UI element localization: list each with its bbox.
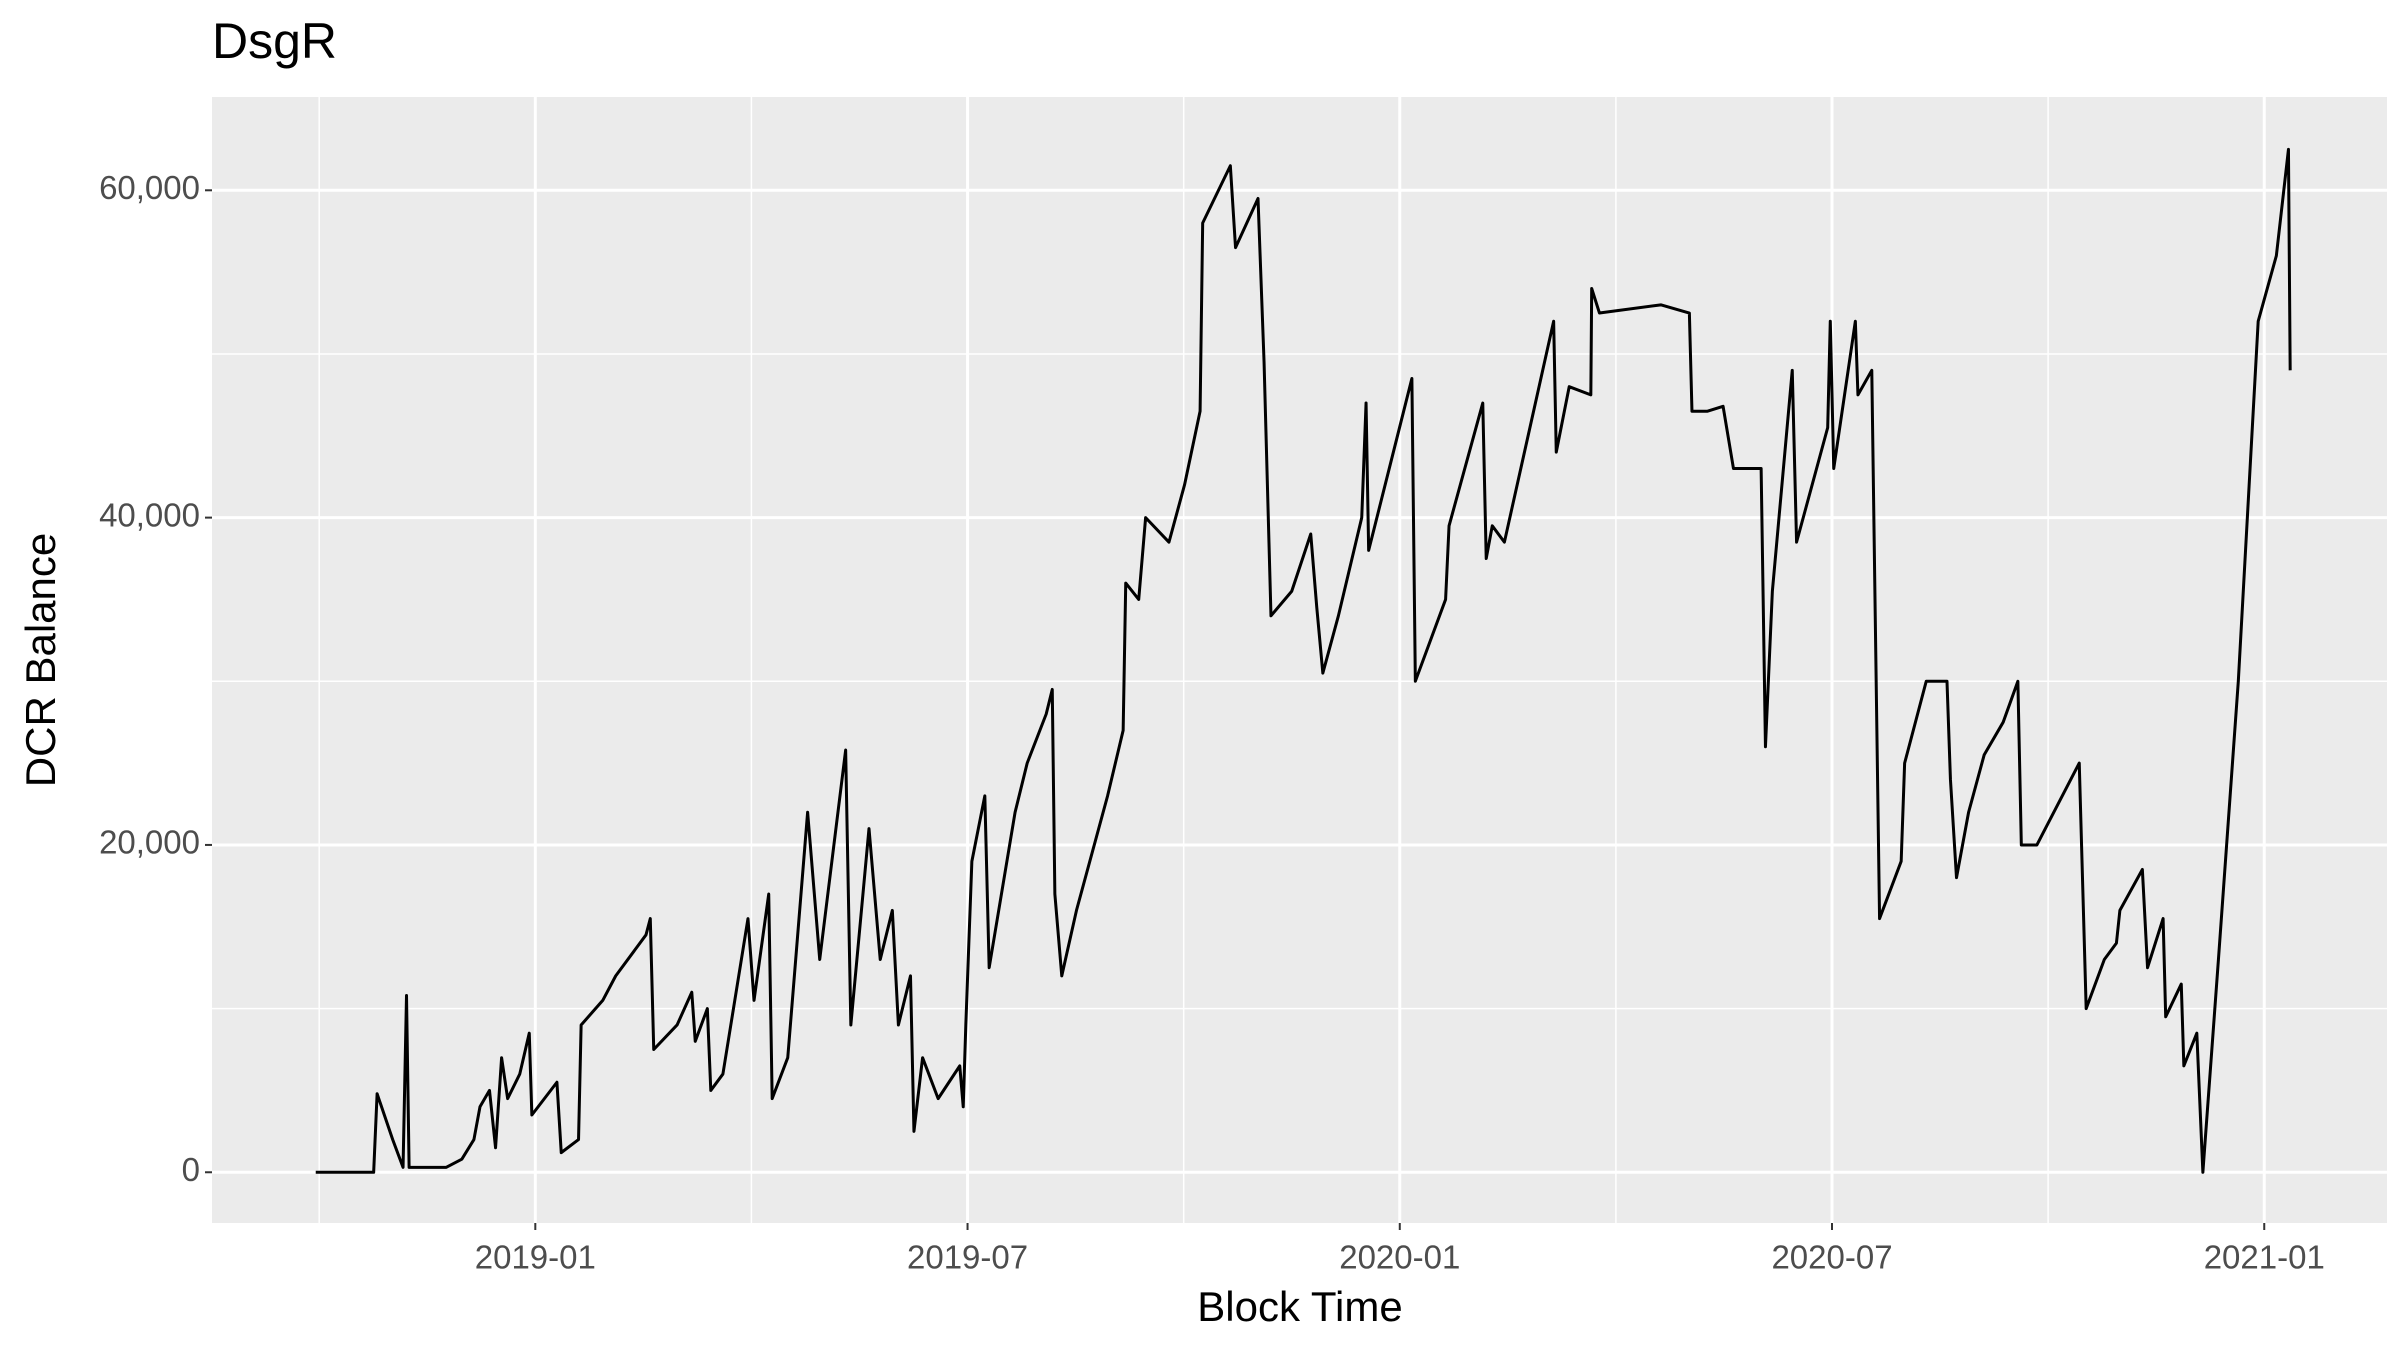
y-tick-label: 0 [182, 1151, 200, 1188]
panel [212, 97, 2387, 1223]
chart-title: DsgR [212, 13, 337, 69]
x-tick-label: 2020-01 [1339, 1239, 1460, 1276]
x-tick-label: 2019-01 [475, 1239, 596, 1276]
y-tick-label: 60,000 [99, 169, 200, 206]
y-axis-title: DCR Balance [17, 533, 64, 787]
y-tick-label: 40,000 [99, 496, 200, 533]
x-tick-label: 2021-01 [2204, 1239, 2325, 1276]
data-line [315, 147, 2292, 1174]
x-tick-label: 2020-07 [1771, 1239, 1892, 1276]
y-tick-label: 20,000 [99, 824, 200, 861]
x-axis-title: Block Time [1197, 1283, 1402, 1330]
x-tick-label: 2019-07 [907, 1239, 1028, 1276]
